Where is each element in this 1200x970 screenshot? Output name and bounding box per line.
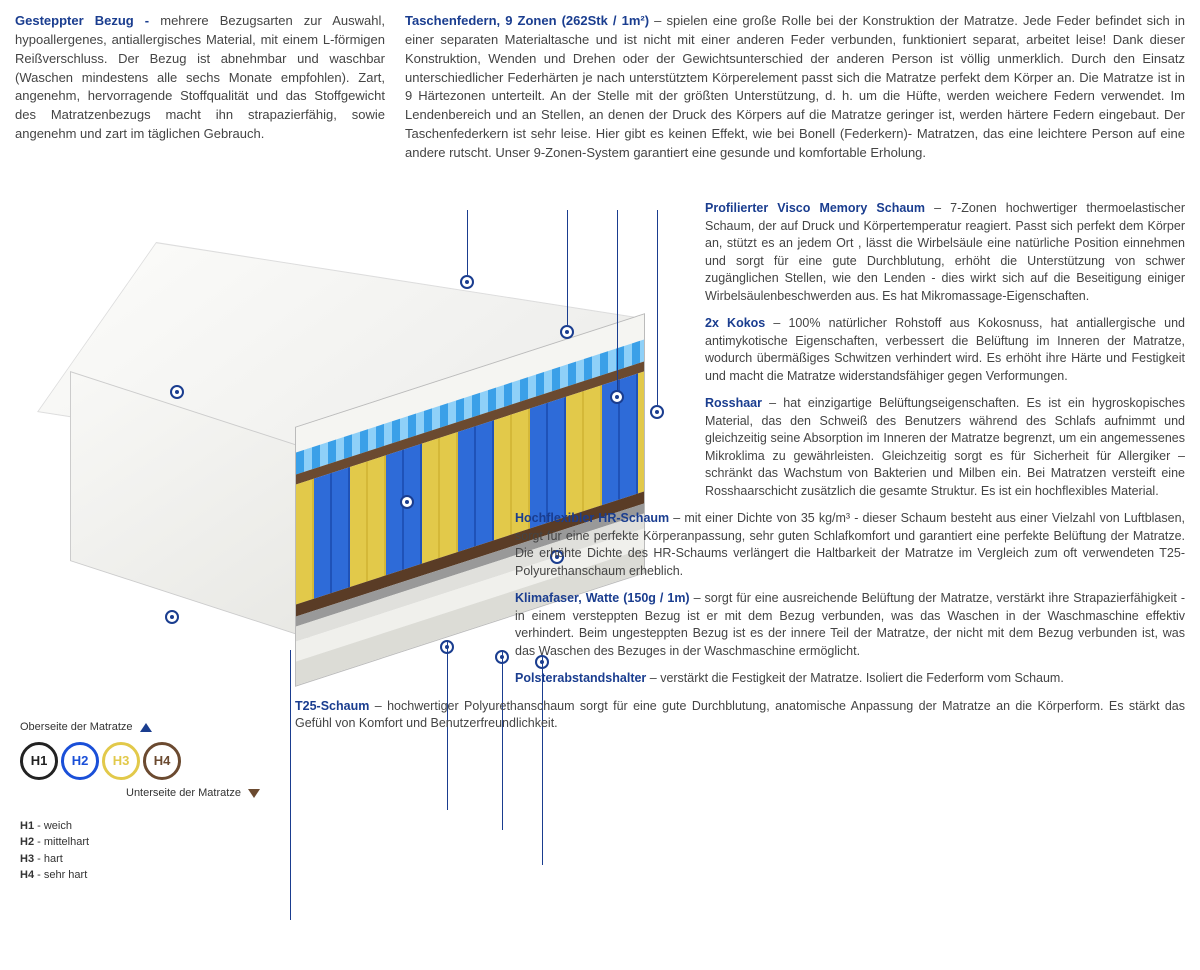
layer-title: Rosshaar	[705, 396, 762, 410]
marker-side	[165, 610, 179, 624]
layer-title: T25-Schaum	[295, 699, 369, 713]
legend-label-row: H3 - hart	[20, 851, 280, 868]
cover-title: Gesteppter Bezug -	[15, 13, 160, 28]
layer-description: Klimafaser, Watte (150g / 1m) – sorgt fü…	[515, 590, 1185, 660]
legend-label-row: H1 - weich	[20, 818, 280, 835]
springs-section: Taschenfedern, 9 Zonen (262Stk / 1m²) – …	[405, 12, 1185, 163]
legend-label-row: H2 - mittelhart	[20, 834, 280, 851]
layer-text: – verstärkt die Festigkeit der Matratze.…	[646, 671, 1064, 685]
layer-description: Hochflexibler HR-Schaum – mit einer Dich…	[515, 510, 1185, 580]
legend-top-label: Oberseite der Matratze	[20, 720, 280, 736]
lead-springs	[467, 210, 468, 275]
layer-text: – 7-Zonen hochwertiger thermoelastischer…	[705, 201, 1185, 303]
marker-kokos2	[650, 405, 664, 419]
layer-description: 2x Kokos – 100% natürlicher Rohstoff aus…	[705, 315, 1185, 385]
hardness-circle: H1	[20, 742, 58, 780]
springs-text: – spielen eine große Rolle bei der Konst…	[405, 13, 1185, 160]
hardness-legend: Oberseite der Matratze H1H2H3H4 Untersei…	[20, 720, 280, 884]
layer-title: Hochflexibler HR-Schaum	[515, 511, 669, 525]
legend-label-row: H4 - sehr hart	[20, 867, 280, 884]
layer-descriptions: Profilierter Visco Memory Schaum – 7-Zon…	[705, 200, 1185, 743]
legend-top-text: Oberseite der Matratze	[20, 721, 133, 733]
layer-title: Polsterabstandshalter	[515, 671, 646, 685]
lead-visco	[567, 210, 568, 325]
layer-description: Polsterabstandshalter – verstärkt die Fe…	[515, 670, 1185, 688]
hardness-circle: H2	[61, 742, 99, 780]
springs-title: Taschenfedern, 9 Zonen (262Stk / 1m²)	[405, 13, 654, 28]
layer-description: Profilierter Visco Memory Schaum – 7-Zon…	[705, 200, 1185, 305]
triangle-up-icon	[140, 723, 152, 732]
hardness-circle: H3	[102, 742, 140, 780]
top-text-row: Gesteppter Bezug - mehrere Bezugsarten z…	[15, 12, 1185, 171]
lead-klima	[502, 650, 503, 830]
layer-text: – hat einzigartige Belüftungseigenschaft…	[705, 396, 1185, 498]
lead-kokos2	[657, 210, 658, 405]
lead-kokos	[617, 210, 618, 390]
hardness-circle: H4	[143, 742, 181, 780]
layer-title: Klimafaser, Watte (150g / 1m)	[515, 591, 690, 605]
layer-description: T25-Schaum – hochwertiger Polyurethansch…	[295, 698, 1185, 733]
marker-cover	[170, 385, 184, 399]
lead-t25	[290, 650, 291, 920]
layer-title: 2x Kokos	[705, 316, 765, 330]
layer-description: Rosshaar – hat einzigartige Belüftungsei…	[705, 395, 1185, 500]
legend-bottom-label: Unterseite der Matratze	[20, 786, 260, 802]
marker-inner	[400, 495, 414, 509]
layer-text: – 100% natürlicher Rohstoff aus Kokosnus…	[705, 316, 1185, 383]
marker-kokos	[610, 390, 624, 404]
cover-section: Gesteppter Bezug - mehrere Bezugsarten z…	[15, 12, 385, 163]
legend-circles: H1H2H3H4	[20, 742, 280, 780]
layer-text: – hochwertiger Polyurethanschaum sorgt f…	[295, 699, 1185, 731]
legend-bottom-text: Unterseite der Matratze	[126, 787, 241, 799]
marker-springs-top	[460, 275, 474, 289]
triangle-down-icon	[248, 789, 260, 798]
legend-labels-list: H1 - weichH2 - mittelhartH3 - hartH4 - s…	[20, 818, 280, 884]
cover-text: mehrere Bezugsarten zur Auswahl, hypoall…	[15, 13, 385, 141]
layer-title: Profilierter Visco Memory Schaum	[705, 201, 925, 215]
marker-visco	[560, 325, 574, 339]
